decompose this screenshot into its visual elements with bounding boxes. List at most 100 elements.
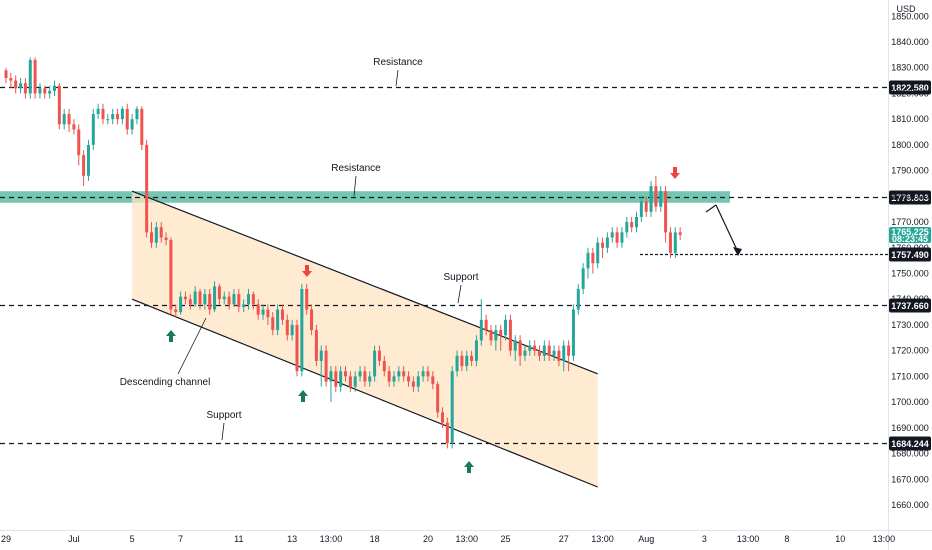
- candle-body: [319, 350, 323, 361]
- x-tick-label: 5: [130, 534, 135, 544]
- candle-body: [571, 309, 575, 356]
- level-price-pill: [889, 190, 931, 205]
- candle-body: [654, 186, 658, 207]
- candle-body: [523, 350, 527, 356]
- up-arrow-icon: [464, 461, 474, 473]
- candle-body: [82, 155, 86, 176]
- x-tick-label: 13:00: [455, 534, 478, 544]
- candle-body: [426, 371, 430, 377]
- y-tick-label: 1690.000: [891, 423, 929, 433]
- candle-body: [581, 268, 585, 289]
- candle-body: [227, 296, 231, 305]
- candle-body: [668, 232, 672, 253]
- candle-body: [392, 376, 396, 382]
- candle-body: [280, 309, 284, 320]
- candle-body: [373, 350, 377, 377]
- candle-body: [431, 376, 435, 385]
- candle-body: [644, 201, 648, 212]
- channel-lower-line[interactable]: [131, 298, 598, 488]
- candle-body: [135, 108, 139, 120]
- x-tick-label: Aug: [638, 534, 654, 544]
- candle-body: [547, 345, 551, 356]
- candle-body: [479, 319, 483, 341]
- annotation-pointer: [457, 284, 462, 304]
- annotation-support-mid: Support: [443, 272, 478, 283]
- annotation-resistance-top: Resistance: [373, 57, 423, 68]
- candle-body: [266, 309, 270, 318]
- candle-body: [610, 232, 614, 238]
- candle-body: [232, 294, 236, 305]
- level-price-label: 1737.660: [891, 301, 929, 311]
- candle-body: [620, 232, 624, 243]
- x-tick-label: 13:00: [737, 534, 760, 544]
- x-tick-label: 27: [559, 534, 569, 544]
- candle-body: [4, 70, 8, 79]
- candle-body: [407, 376, 411, 382]
- candle-body: [310, 309, 314, 331]
- annotation-support-bottom: Support: [206, 410, 241, 421]
- countdown-label: 08:23:45: [892, 234, 928, 244]
- annotation-pointer: [395, 69, 399, 87]
- candle-body: [441, 412, 444, 423]
- candle-body: [615, 232, 619, 243]
- candle-body: [271, 317, 275, 331]
- candle-body: [276, 309, 280, 331]
- candle-body: [411, 381, 415, 387]
- candle-body: [639, 201, 643, 217]
- candle-body: [678, 232, 682, 235]
- candle-body: [169, 240, 173, 310]
- candle-body: [28, 60, 32, 94]
- annotation-channel-label: Descending channel: [120, 377, 211, 388]
- candle-body: [179, 296, 183, 313]
- level-price-label: 1757.490: [891, 250, 929, 260]
- candle-body: [193, 291, 197, 305]
- candle-body: [106, 119, 110, 121]
- candle-body: [14, 80, 18, 89]
- candle-body: [499, 330, 503, 336]
- level-price-pill: [889, 436, 931, 451]
- candle-body: [470, 355, 474, 361]
- x-tick-label: 20: [423, 534, 433, 544]
- candle-body: [111, 114, 115, 120]
- y-tick-label: 1700.000: [891, 397, 929, 407]
- candle-body: [130, 119, 134, 130]
- candle-body: [174, 309, 178, 313]
- candle-body: [596, 242, 600, 264]
- candle-body: [557, 350, 561, 361]
- annotation-pointer: [353, 175, 357, 197]
- candle-body: [237, 294, 241, 307]
- candle-body: [474, 340, 478, 361]
- candle-body: [285, 319, 289, 336]
- candle-body: [528, 345, 532, 351]
- projection-line: [715, 204, 739, 253]
- candle-body: [77, 129, 81, 156]
- candle-body: [9, 78, 13, 81]
- candle-body: [305, 288, 309, 310]
- candle-body: [368, 376, 372, 382]
- down-arrow-icon: [302, 265, 312, 277]
- candle-body: [43, 88, 47, 94]
- candle-body: [576, 288, 580, 310]
- annotation-resistance-zone: Resistance: [331, 163, 381, 174]
- candle-body: [445, 422, 449, 444]
- candle-body: [353, 376, 357, 387]
- y-tick-label: 1770.000: [891, 217, 929, 227]
- level-price-label: 1822.580: [891, 83, 929, 93]
- x-tick-label: 13:00: [320, 534, 343, 544]
- candle-body: [222, 296, 226, 300]
- candle-body: [601, 242, 605, 248]
- candle-body: [145, 144, 149, 233]
- candle-body: [635, 216, 638, 228]
- candle-body: [513, 340, 517, 351]
- x-tick-label: 11: [234, 534, 243, 544]
- candle-body: [256, 304, 260, 315]
- annotation-pointer: [177, 317, 207, 375]
- candle-body: [188, 299, 192, 305]
- candle-body: [217, 286, 221, 300]
- candle-body: [518, 340, 522, 356]
- x-tick-label: 8: [784, 534, 789, 544]
- candle-body: [348, 376, 352, 387]
- candle-body: [86, 144, 90, 176]
